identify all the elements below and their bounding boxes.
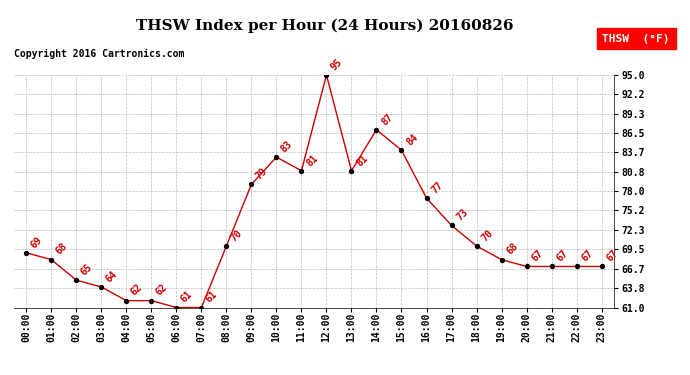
Text: 87: 87 [380, 111, 395, 127]
Point [221, 243, 232, 249]
Text: 83: 83 [279, 139, 295, 154]
Text: 65: 65 [79, 262, 95, 278]
Point [121, 298, 132, 304]
Point [471, 243, 482, 249]
Text: 68: 68 [504, 242, 520, 257]
Text: 67: 67 [529, 248, 544, 264]
Text: THSW Index per Hour (24 Hours) 20160826: THSW Index per Hour (24 Hours) 20160826 [135, 19, 513, 33]
Point [271, 154, 282, 160]
Text: 61: 61 [179, 290, 195, 305]
Text: 70: 70 [480, 228, 495, 243]
Point [396, 147, 407, 153]
Point [296, 168, 307, 174]
Text: 84: 84 [404, 132, 420, 147]
Text: 62: 62 [129, 282, 144, 298]
Text: 68: 68 [54, 242, 70, 257]
Point [146, 298, 157, 304]
Text: 69: 69 [29, 235, 44, 250]
Text: 62: 62 [154, 282, 170, 298]
Text: 67: 67 [580, 248, 595, 264]
Point [371, 127, 382, 133]
Point [596, 264, 607, 270]
Point [346, 168, 357, 174]
Text: 73: 73 [454, 207, 470, 223]
Point [496, 256, 507, 262]
Text: 67: 67 [604, 248, 620, 264]
Point [246, 182, 257, 188]
Point [171, 304, 182, 310]
Point [521, 264, 532, 270]
Point [196, 304, 207, 310]
Point [21, 250, 32, 256]
Point [421, 195, 432, 201]
Point [71, 277, 82, 283]
Point [546, 264, 557, 270]
Text: THSW  (°F): THSW (°F) [602, 34, 670, 44]
Text: 77: 77 [429, 180, 444, 195]
Point [321, 72, 332, 78]
Text: 70: 70 [229, 228, 244, 243]
Point [96, 284, 107, 290]
Text: 67: 67 [554, 248, 570, 264]
Text: 79: 79 [254, 166, 270, 182]
Text: 81: 81 [304, 153, 319, 168]
Point [571, 264, 582, 270]
Text: 61: 61 [204, 290, 219, 305]
Text: Copyright 2016 Cartronics.com: Copyright 2016 Cartronics.com [14, 49, 184, 59]
Point [46, 256, 57, 262]
Text: 64: 64 [104, 269, 119, 284]
Text: 95: 95 [329, 57, 344, 72]
Text: 81: 81 [354, 153, 370, 168]
Point [446, 222, 457, 228]
